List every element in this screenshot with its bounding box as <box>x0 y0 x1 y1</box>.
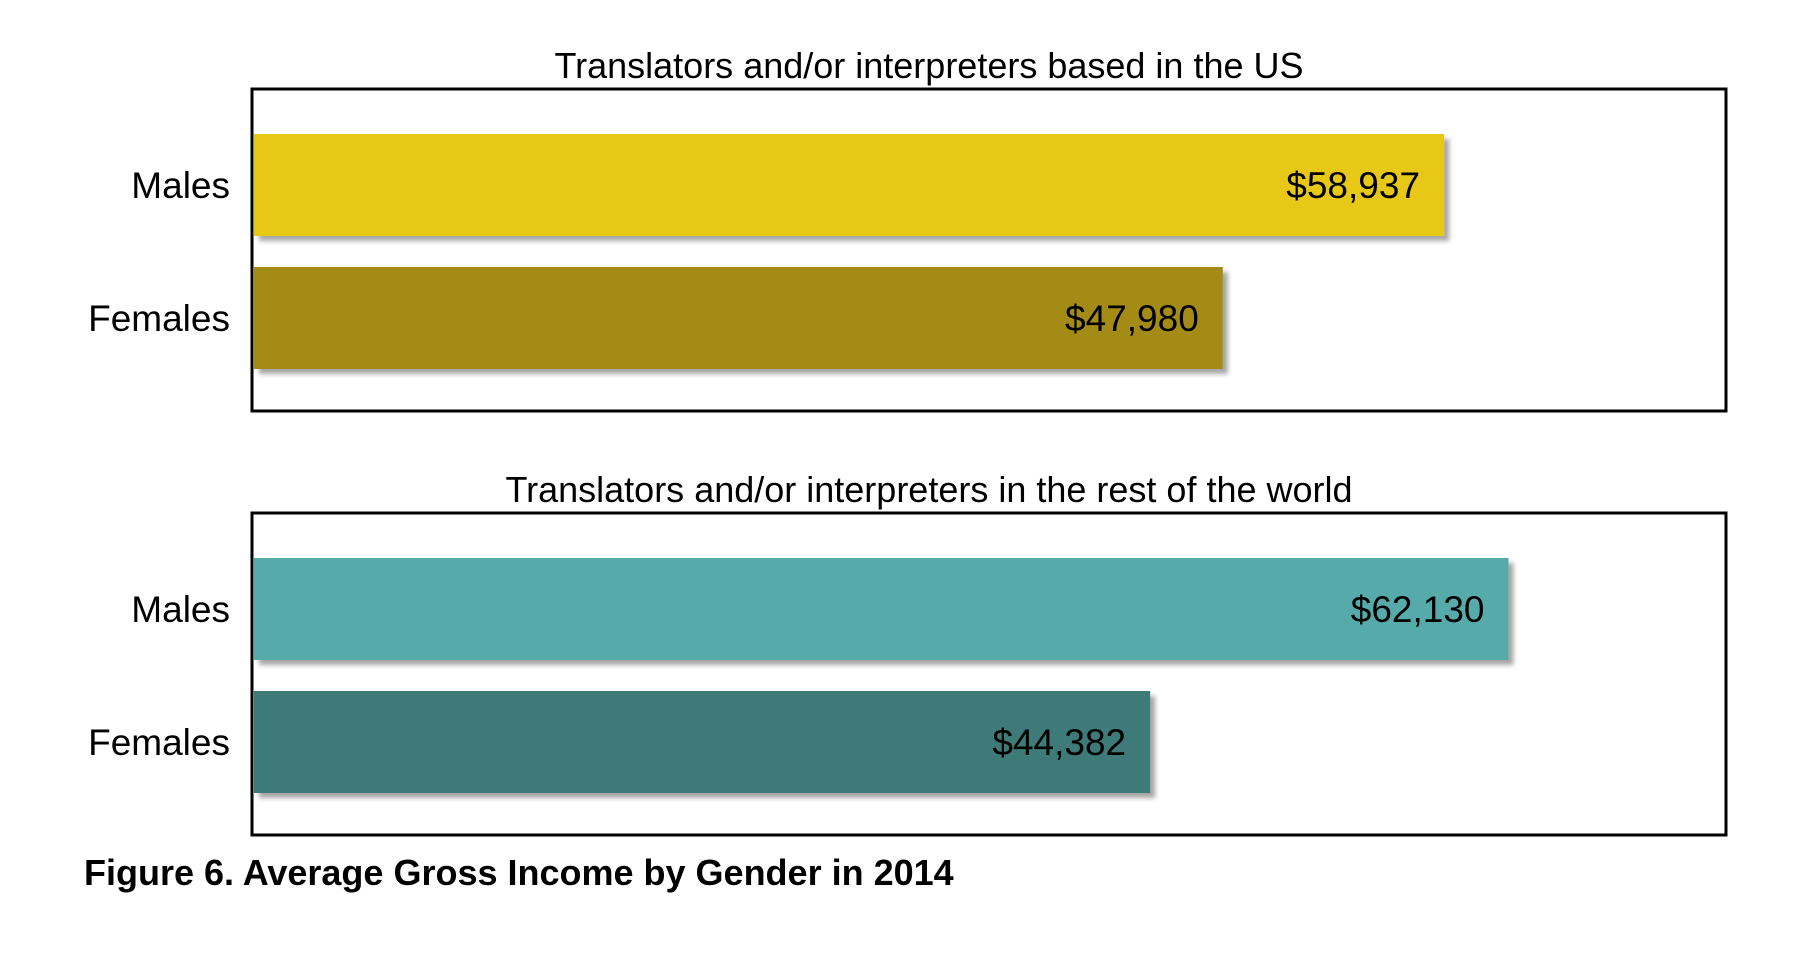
bar-females <box>254 267 1223 369</box>
value-label-females: $44,382 <box>992 722 1126 763</box>
value-label-females: $47,980 <box>1065 298 1199 339</box>
category-label-males: Males <box>131 589 230 630</box>
category-label-females: Females <box>88 298 230 339</box>
chart-panel-2: Translators and/or interpreters in the r… <box>88 469 1728 837</box>
bar-females <box>254 691 1151 793</box>
bar-males <box>254 134 1445 236</box>
category-label-males: Males <box>131 165 230 206</box>
value-label-males: $62,130 <box>1351 589 1485 630</box>
bar-males <box>254 558 1509 660</box>
value-label-males: $58,937 <box>1286 165 1420 206</box>
figure-caption: Figure 6. Average Gross Income by Gender… <box>84 852 954 893</box>
category-label-females: Females <box>88 722 230 763</box>
chart-title: Translators and/or interpreters based in… <box>554 45 1303 86</box>
chart-title: Translators and/or interpreters in the r… <box>505 469 1352 510</box>
chart-panel-1: Translators and/or interpreters based in… <box>88 45 1728 413</box>
